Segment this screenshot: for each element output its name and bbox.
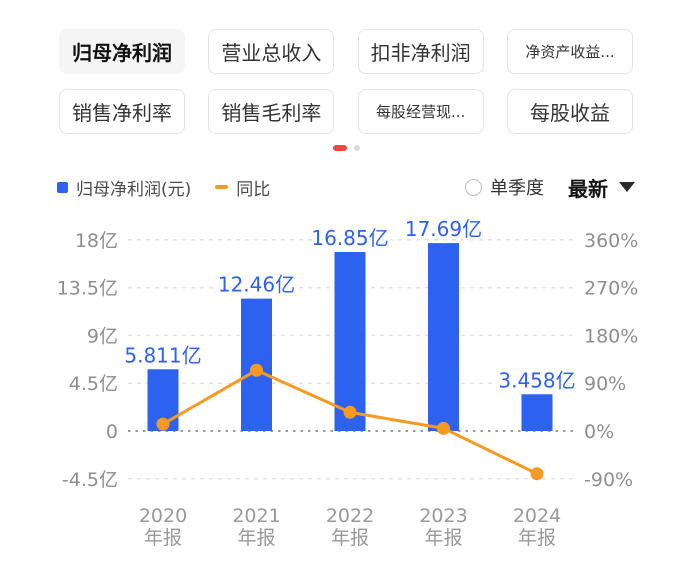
latest-dropdown[interactable]: 最新	[568, 173, 635, 202]
metric-tab-2[interactable]: 扣非净利润	[357, 29, 484, 74]
yoy-point-2023	[437, 421, 450, 435]
legend-item-net-profit: 归母净利润(元)	[57, 175, 191, 200]
carousel-dot-1[interactable]	[353, 145, 360, 151]
right-axis-tick: -90%	[584, 469, 633, 491]
latest-dropdown-label: 最新	[568, 176, 608, 201]
left-axis-tick: -4.5亿	[62, 469, 118, 491]
radio-unchecked-icon[interactable]	[465, 178, 482, 196]
carousel-dots	[0, 145, 692, 151]
bar-value-label: 12.46亿	[218, 273, 295, 297]
right-axis-tick: 180%	[584, 325, 638, 347]
left-axis-tick: 0	[106, 421, 118, 443]
bar-value-label: 16.85亿	[311, 226, 388, 250]
bar-value-label: 5.811亿	[124, 343, 201, 367]
yoy-point-2024	[530, 467, 544, 481]
metric-tab-5[interactable]: 销售毛利率	[208, 89, 335, 134]
carousel-dot-0[interactable]	[332, 145, 347, 151]
yoy-point-2021	[250, 363, 263, 377]
right-axis-tick: 360%	[584, 230, 638, 252]
chevron-down-icon	[619, 182, 635, 192]
legend-yoy-label: 同比	[236, 179, 271, 200]
metric-tab-3[interactable]: 净资产收益...	[506, 29, 633, 74]
bar-2024	[521, 394, 553, 431]
metric-tab-7[interactable]: 每股收益	[506, 89, 633, 134]
right-axis-tick: 0%	[584, 421, 614, 443]
legend-item-yoy: 同比	[215, 175, 270, 200]
bar-2023	[428, 243, 459, 431]
left-axis-tick: 13.5亿	[57, 278, 118, 300]
yoy-point-2020	[156, 417, 170, 431]
legend-net-profit-label: 归母净利润(元)	[76, 179, 192, 200]
left-axis-tick: 4.5亿	[69, 373, 118, 395]
legend-row: 归母净利润(元) 同比 单季度 最新	[57, 173, 635, 202]
chart-controls: 单季度 最新	[465, 173, 635, 202]
bar-value-label: 17.69亿	[405, 217, 482, 241]
bar-2022	[334, 252, 366, 431]
combo-chart: 18亿 360% 13.5亿 270% 9亿 180% 4.5亿 90% 0 0% -4.5亿 -90…	[57, 215, 639, 549]
right-axis-tick: 90%	[584, 373, 626, 395]
left-axis-tick: 9亿	[87, 325, 118, 347]
yoy-point-2022	[343, 405, 357, 419]
right-axis-tick: 270%	[584, 278, 638, 300]
metric-tab-4[interactable]: 销售净利率	[59, 89, 185, 134]
single-quarter-label: 单季度	[490, 178, 544, 199]
metric-tabs: 归母净利润 营业总收入 扣非净利润 净资产收益... 销售净利率 销售毛利率 每股经营现..…	[59, 29, 633, 134]
metric-tab-0[interactable]: 归母净利润	[59, 29, 185, 74]
x-axis-label: 2020 年报	[139, 505, 187, 549]
left-axis-tick: 18亿	[75, 230, 118, 252]
bar-value-label: 3.458亿	[498, 368, 575, 392]
x-axis-label: 2024 年报	[513, 505, 561, 549]
line-series-marker-icon	[215, 185, 229, 189]
metric-tab-6[interactable]: 每股经营现...	[357, 89, 484, 134]
x-axis-label: 2021 年报	[232, 505, 280, 549]
metric-tab-1[interactable]: 营业总收入	[208, 29, 335, 74]
x-axis-label: 2022 年报	[326, 505, 374, 549]
x-axis-label: 2023 年报	[419, 505, 467, 549]
single-quarter-toggle[interactable]: 单季度	[465, 174, 544, 200]
bar-series-marker-icon	[57, 181, 68, 193]
chart-legend: 归母净利润(元) 同比	[57, 175, 270, 200]
